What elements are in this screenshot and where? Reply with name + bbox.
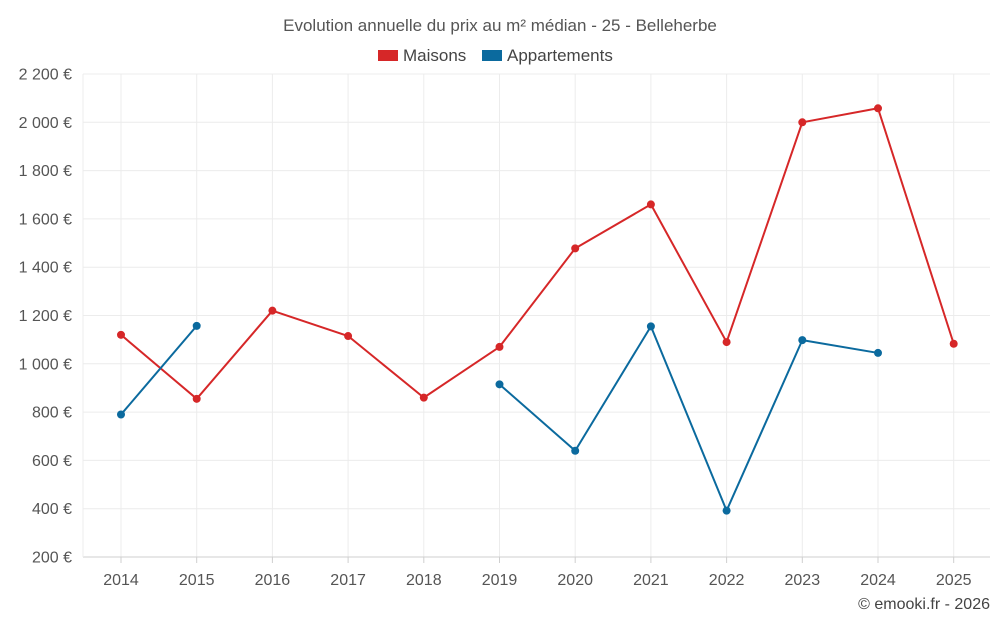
series-appartements xyxy=(117,321,882,515)
x-tick-label: 2017 xyxy=(330,572,366,589)
y-axis-tick-labels: 200 € 400 € 600 € 800 € 1 000 € 1 200 € 1 400 … xyxy=(19,67,72,567)
data-point-maisons-2023[interactable] xyxy=(798,118,807,127)
legend-swatch-appartements[interactable] xyxy=(482,50,502,61)
y-tick-label: 1 400 € xyxy=(19,260,72,277)
series-line-appartements xyxy=(120,325,198,416)
series-line-appartements xyxy=(498,325,879,512)
data-point-appartements-2015[interactable] xyxy=(192,321,201,330)
x-tick-label: 2019 xyxy=(482,572,518,589)
x-tick-label: 2021 xyxy=(633,572,669,589)
y-tick-label: 2 200 € xyxy=(19,67,72,84)
data-point-maisons-2016[interactable] xyxy=(268,306,277,315)
data-point-maisons-2024[interactable] xyxy=(874,104,882,113)
data-point-appartements-2022[interactable] xyxy=(722,506,731,515)
y-tick-label: 1 200 € xyxy=(19,308,72,325)
x-tick-label: 2020 xyxy=(557,572,593,589)
y-tick-label: 1 800 € xyxy=(19,163,72,180)
series-line-maisons xyxy=(120,107,955,400)
data-point-appartements-2023[interactable] xyxy=(798,336,807,345)
data-point-appartements-2020[interactable] xyxy=(571,446,580,455)
x-tick-label: 2025 xyxy=(936,572,972,589)
x-tick-label: 2016 xyxy=(255,572,291,589)
legend-label-appartements[interactable]: Appartements xyxy=(507,46,613,65)
data-point-maisons-2019[interactable] xyxy=(495,342,504,351)
x-tick-label: 2015 xyxy=(179,572,215,589)
credit-text: © emooki.fr - 2026 xyxy=(858,596,990,613)
y-tick-label: 200 € xyxy=(32,550,72,567)
data-point-appartements-2019[interactable] xyxy=(495,380,504,389)
series xyxy=(117,104,958,515)
y-tick-label: 400 € xyxy=(32,501,72,518)
data-point-appartements-2021[interactable] xyxy=(646,322,655,331)
x-tick-label: 2022 xyxy=(709,572,745,589)
x-axis-tick-labels: 2014 2015 2016 2017 2018 2019 2020 2021 2022 2023… xyxy=(103,572,971,589)
data-point-maisons-2022[interactable] xyxy=(722,338,731,347)
x-tick-label: 2014 xyxy=(103,572,139,589)
data-point-maisons-2014[interactable] xyxy=(117,330,125,339)
legend[interactable]: Maisons Appartements xyxy=(378,46,613,65)
data-point-maisons-2017[interactable] xyxy=(344,332,353,341)
y-tick-label: 600 € xyxy=(32,453,72,470)
data-point-maisons-2015[interactable] xyxy=(192,394,201,403)
legend-label-maisons[interactable]: Maisons xyxy=(403,46,466,65)
data-point-appartements-2014[interactable] xyxy=(117,410,125,419)
data-point-maisons-2025[interactable] xyxy=(949,339,958,348)
x-tick-label: 2018 xyxy=(406,572,442,589)
grid xyxy=(83,73,990,557)
legend-swatch-maisons[interactable] xyxy=(378,50,398,61)
x-tick-label: 2023 xyxy=(785,572,821,589)
axes xyxy=(82,74,990,563)
data-point-maisons-2018[interactable] xyxy=(419,393,428,402)
y-tick-label: 1 000 € xyxy=(19,356,72,373)
data-point-appartements-2024[interactable] xyxy=(874,348,882,357)
y-tick-label: 1 600 € xyxy=(19,211,72,228)
x-tick-label: 2024 xyxy=(860,572,896,589)
data-point-maisons-2020[interactable] xyxy=(571,244,580,253)
data-point-maisons-2021[interactable] xyxy=(646,200,655,209)
chart-title: Evolution annuelle du prix au m² médian … xyxy=(283,16,717,35)
y-tick-label: 800 € xyxy=(32,405,72,422)
y-tick-label: 2 000 € xyxy=(19,115,72,132)
series-maisons xyxy=(117,104,958,403)
